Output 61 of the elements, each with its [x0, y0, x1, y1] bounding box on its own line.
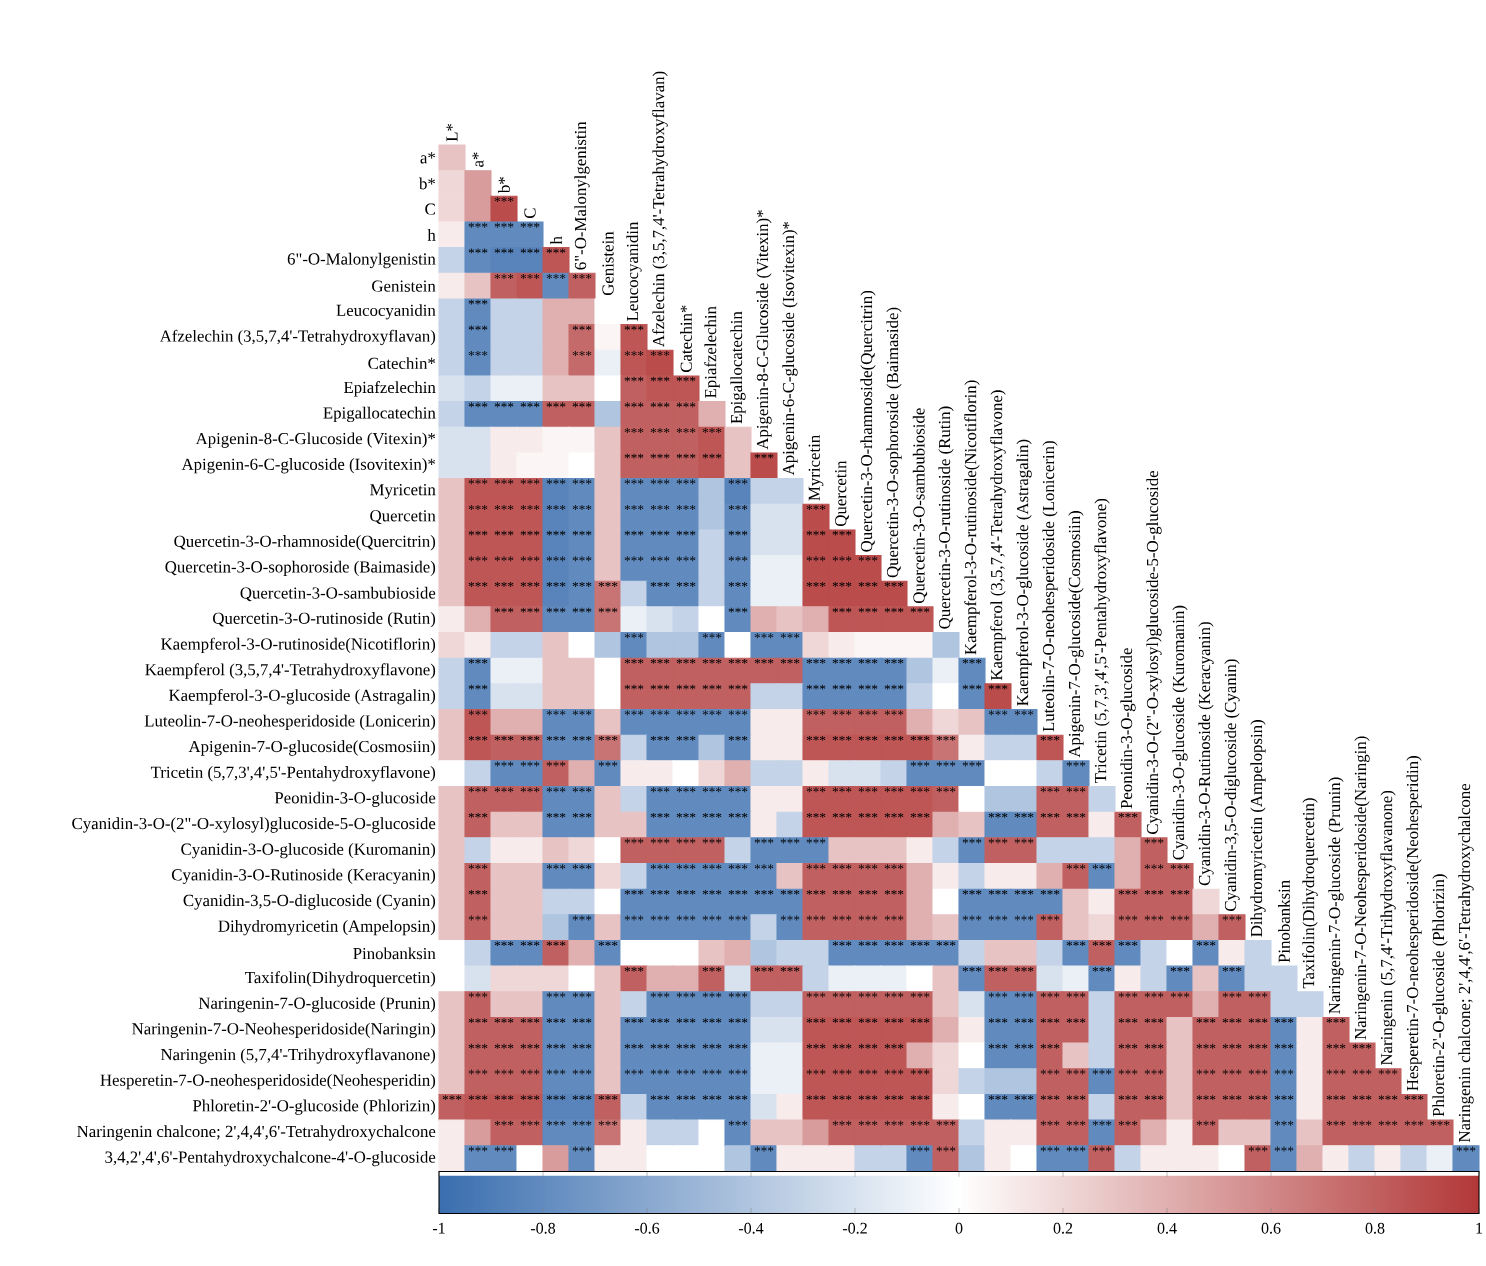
x-tick-label: Quercetin-3-O-sophoroside (Baimaside)	[886, 307, 902, 578]
y-tick-label: Phloretin-2'-O-glucoside (Phlorizin)	[192, 1099, 436, 1115]
y-tick-label: 3,4,2',4',6'-Pentahydroxychalcone-4'-O-glucoside	[105, 1150, 436, 1167]
x-tick-label: L*	[446, 123, 458, 142]
x-tick-label: Quercetin-3-O-rutinoside (Rutin)	[938, 406, 954, 629]
x-tick-label: Naringenin (5,7,4'-Trihydroxyflavanone)	[1380, 790, 1396, 1066]
x-tick-label: Epiafzelechin	[704, 306, 720, 398]
color-bar-label: 0.8	[1365, 1222, 1385, 1234]
color-bar-label: -0.2	[842, 1222, 867, 1234]
color-bar-label: 0	[955, 1222, 963, 1234]
color-bar-label: 0.6	[1261, 1222, 1281, 1234]
x-tick-label: C	[524, 208, 536, 219]
x-tick-label: Naringenin-7-O-glucoside (Prunin)	[1328, 777, 1344, 1014]
x-tick-label: Naringenin chalcone; 2',4,4',6'-Tetrahydroxychalcone	[1458, 783, 1474, 1143]
y-tick-label: Cyanidin-3-O-glucoside (Kuromanin)	[181, 843, 436, 859]
x-tick-label: Cyanidin-3-O-Rutinoside (Keracyanin)	[1198, 622, 1214, 886]
x-tick-label: Cyanidin-3-O-(2"-O-xylosyl)glucoside-5-O-glucoside	[1146, 470, 1162, 834]
x-tick-label: Apigenin-6-C-glucoside (Isovitexin)*	[782, 221, 798, 476]
y-tick-label: b*	[419, 177, 436, 190]
x-tick-label: Naringenin-7-O-Neohesperidoside(Naringin)	[1354, 736, 1370, 1040]
x-tick-label: Pinobanksin	[1278, 880, 1290, 963]
y-tick-label: Pinobanksin	[353, 947, 436, 960]
x-tick-label: Tricetin (5,7,3',4',5'-Pentahydroxyflavone)	[1094, 498, 1110, 784]
x-tick-label: Kaempferol-3-O-glucoside (Astragalin)	[1016, 439, 1032, 706]
x-tick-label: Apigenin-7-O-glucoside(Cosmosiin)	[1068, 511, 1084, 758]
color-bar-label: 1	[1476, 1222, 1483, 1234]
color-bar-label: -0.8	[530, 1222, 556, 1234]
x-tick-label: Quercetin-3-O-rhamnoside(Quercitrin)	[860, 290, 876, 552]
x-tick-label: Quercetin	[835, 460, 849, 527]
x-tick-label: Luteolin-7-O-neohesperidoside (Lonicerin)	[1042, 441, 1058, 732]
x-tick-label: Myricetin	[808, 435, 824, 501]
x-tick-label: Afzelechin (3,5,7,4'-Tetrahydroxyflavan)	[652, 71, 668, 347]
y-tick-label: Hesperetin-7-O-neohesperidoside(Neohesperidin)	[100, 1073, 436, 1090]
x-tick-label: Peonidin-3-O-glucoside	[1120, 648, 1136, 809]
y-tick-label: Naringenin-7-O-Neohesperidoside(Naringin)	[132, 1022, 436, 1038]
x-tick-label: Phloretin-2'-O-glucoside (Phlorizin)	[1432, 874, 1448, 1117]
y-tick-label: Taxifolin(Dihydroquercetin)	[245, 971, 436, 987]
y-tick-label: Genistein	[372, 280, 436, 292]
x-tick-label: Catechin*	[680, 305, 692, 373]
color-bar-label: 0.2	[1053, 1222, 1073, 1234]
x-tick-label: 6"-O-Malonylgenistin	[574, 121, 590, 270]
x-tick-label: Hesperetin-7-O-neohesperidoside(Neohesperidin)	[1406, 756, 1422, 1091]
y-tick-label: Naringenin (5,7,4'-Trihydroxyflavanone)	[160, 1048, 436, 1064]
x-tick-label: Dihydromyricetin (Ampelopsin)	[1250, 720, 1266, 937]
color-bar-label: -1	[432, 1222, 445, 1234]
y-tick-label: a*	[420, 152, 436, 164]
x-tick-label: Kaempferol (3,5,7,4'-Tetrahydroxyflavone)	[990, 390, 1006, 681]
x-tick-label: Kaempferol-3-O-rutinoside(Nicotiflorin)	[964, 380, 980, 655]
x-tick-label: Apigenin-8-C-Glucoside (Vitexin)*	[756, 210, 772, 450]
y-tick-label: Kaempferol-3-O-glucoside (Astragalin)	[169, 688, 436, 705]
color-bar-label: -0.6	[634, 1222, 660, 1234]
x-tick-label: Quercetin-3-O-sambubioside	[912, 408, 928, 604]
x-tick-label: Cyanidin-3,5-O-diglucoside (Cyanin)	[1224, 659, 1240, 911]
y-tick-label: Naringenin chalcone; 2',4,4',6'-Tetrahydroxychalcone	[77, 1125, 436, 1141]
x-tick-label: Leucocyanidin	[626, 221, 642, 321]
color-bar-label: -0.4	[738, 1222, 764, 1234]
color-bar-label: 0.4	[1157, 1222, 1177, 1234]
x-tick-label: Taxifolin(Dihydroquercetin)	[1302, 798, 1318, 989]
x-tick-label: Genistein	[602, 231, 614, 296]
x-tick-label: Cyanidin-3-O-glucoside (Kuromanin)	[1172, 605, 1188, 860]
x-tick-label: Epigallocatechin	[730, 311, 746, 424]
